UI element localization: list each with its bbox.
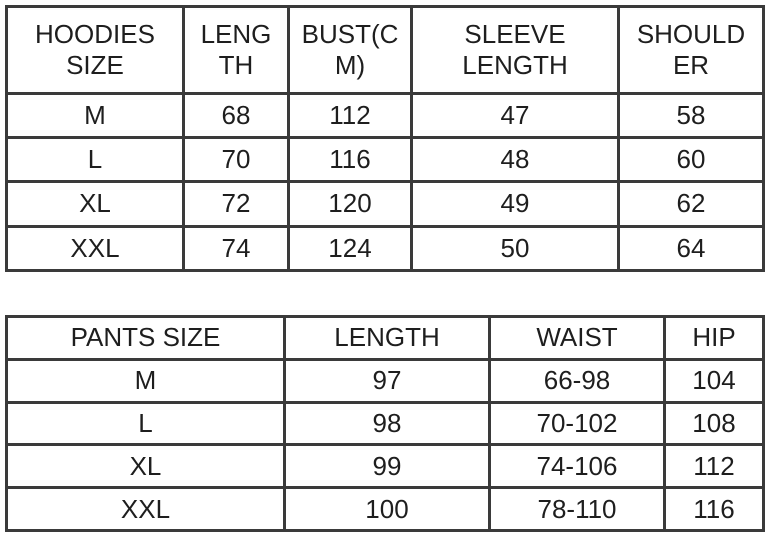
table-cell: 68	[182, 91, 290, 139]
table-cell: 124	[287, 224, 413, 273]
table-row: M 68 112 47 58	[5, 91, 765, 139]
table-row: M 97 66-98 104	[5, 357, 765, 404]
header-cell: SHOULD ER	[617, 5, 765, 95]
table-cell: 48	[410, 135, 620, 184]
table-cell: L	[5, 135, 185, 184]
table-cell: 99	[283, 443, 491, 490]
table-cell: 47	[410, 91, 620, 139]
table-cell: 116	[287, 135, 413, 184]
table-cell: L	[5, 400, 286, 447]
table-cell: 64	[617, 224, 765, 273]
table-cell: 112	[663, 443, 765, 490]
table-row: XXL 74 124 50 64	[5, 224, 765, 273]
header-row: PANTS SIZE LENGTH WAIST HIP	[5, 315, 765, 361]
table-row: XXL 100 78-110 116	[5, 486, 765, 532]
table-cell: 74	[182, 224, 290, 273]
table-row: L 70 116 48 60	[5, 135, 765, 184]
table-cell: 100	[283, 486, 491, 532]
header-cell: PANTS SIZE	[5, 315, 286, 361]
table-cell: 108	[663, 400, 765, 447]
header-cell: BUST(C M)	[287, 5, 413, 95]
table-cell: XL	[5, 443, 286, 490]
header-cell: HOODIES SIZE	[5, 5, 185, 95]
table-cell: 104	[663, 357, 765, 404]
table-cell: 62	[617, 180, 765, 228]
table-row: XL 99 74-106 112	[5, 443, 765, 490]
table-cell: 98	[283, 400, 491, 447]
table-cell: 60	[617, 135, 765, 184]
header-row: HOODIES SIZE LENG TH BUST(C M) SLEEVE LE…	[5, 5, 765, 95]
table-cell: 116	[663, 486, 765, 532]
table-cell: M	[5, 91, 185, 139]
table-cell: XXL	[5, 224, 185, 273]
table-cell: 66-98	[488, 357, 666, 404]
header-cell: HIP	[663, 315, 765, 361]
table-cell: 97	[283, 357, 491, 404]
table-cell: 50	[410, 224, 620, 273]
header-cell: WAIST	[488, 315, 666, 361]
header-cell: LENGTH	[283, 315, 491, 361]
header-cell: LENG TH	[182, 5, 290, 95]
hoodies-size-table: HOODIES SIZE LENG TH BUST(C M) SLEEVE LE…	[5, 5, 765, 273]
table-cell: 78-110	[488, 486, 666, 532]
table-cell: XL	[5, 180, 185, 228]
table-cell: XXL	[5, 486, 286, 532]
table-cell: 112	[287, 91, 413, 139]
table-cell: M	[5, 357, 286, 404]
table-cell: 120	[287, 180, 413, 228]
table-cell: 72	[182, 180, 290, 228]
table-cell: 58	[617, 91, 765, 139]
table-row: L 98 70-102 108	[5, 400, 765, 447]
header-cell: SLEEVE LENGTH	[410, 5, 620, 95]
table-cell: 74-106	[488, 443, 666, 490]
table-cell: 49	[410, 180, 620, 228]
table-row: XL 72 120 49 62	[5, 180, 765, 228]
table-cell: 70	[182, 135, 290, 184]
pants-size-table: PANTS SIZE LENGTH WAIST HIP M 97 66-98 104 L…	[5, 315, 765, 532]
table-cell: 70-102	[488, 400, 666, 447]
